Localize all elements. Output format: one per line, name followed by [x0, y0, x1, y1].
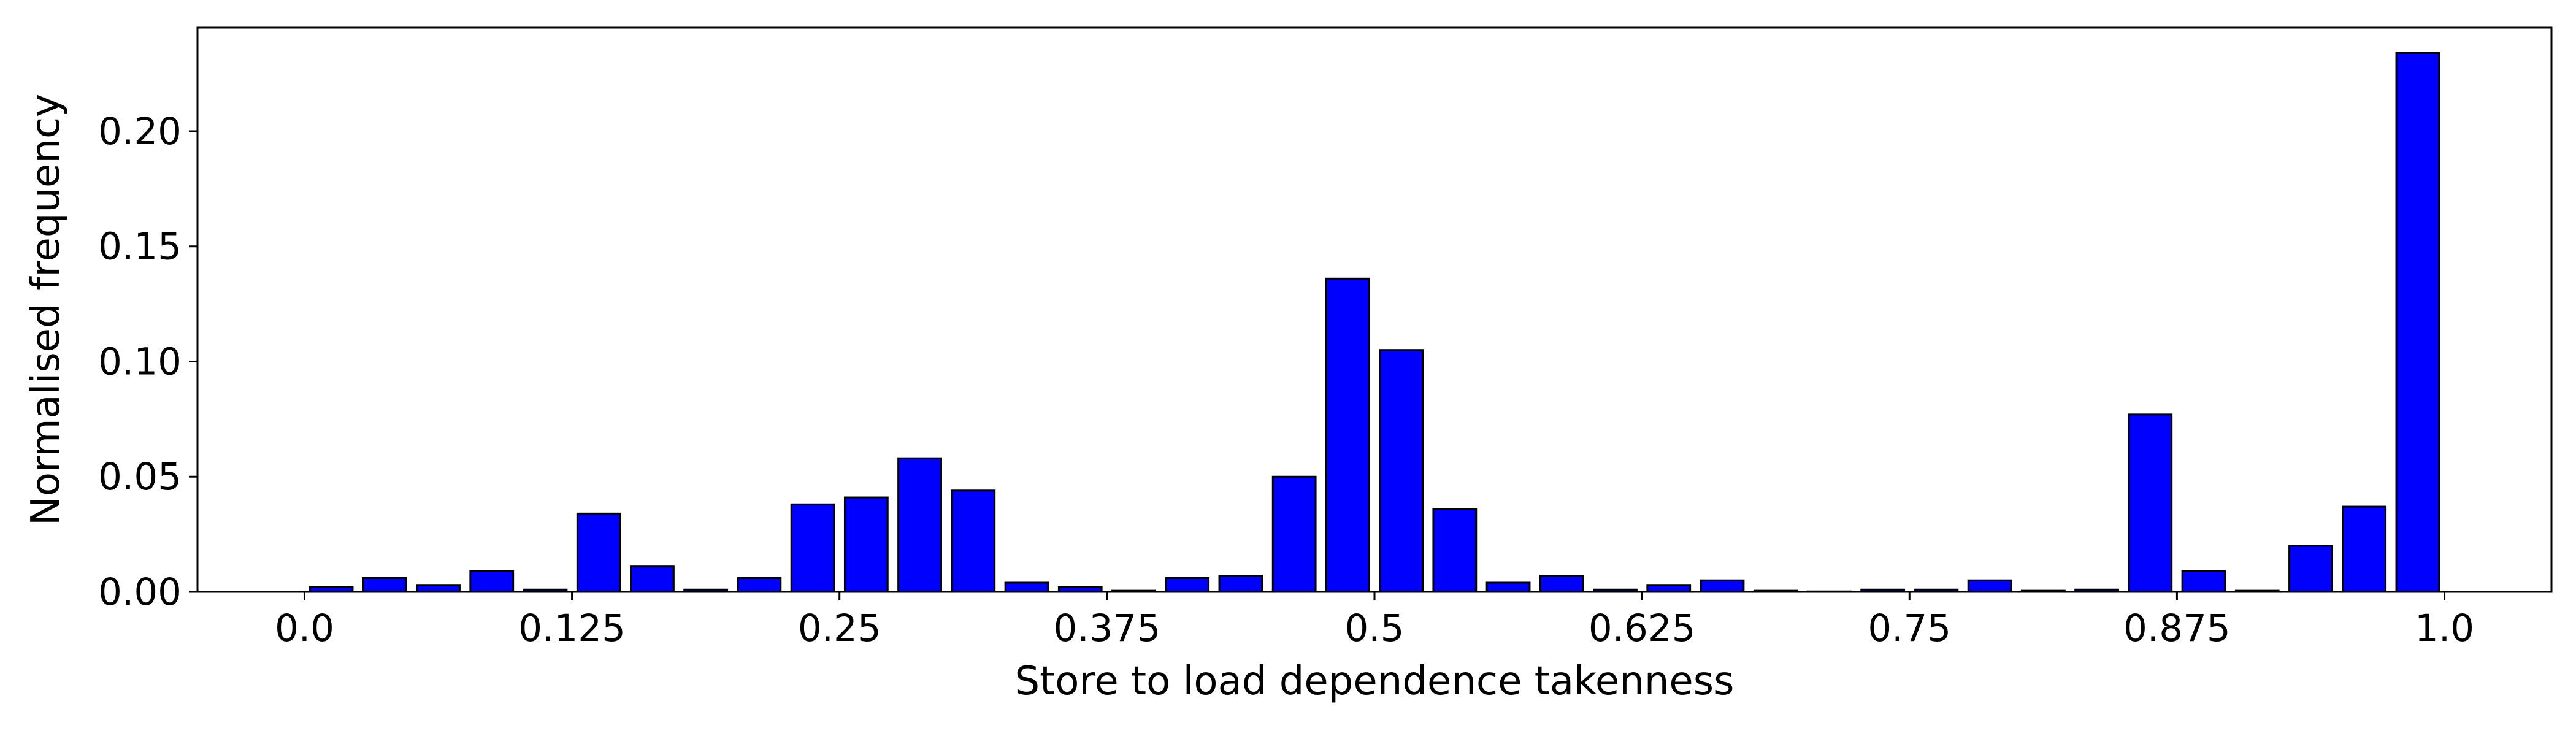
x-axis-title: Store to load dependence takenness: [1015, 659, 1735, 704]
bar-9: [790, 503, 835, 593]
plot-area-frame: [196, 26, 2553, 593]
x-tick-label-1: 0.125: [518, 607, 626, 650]
bar-19: [1325, 277, 1370, 593]
x-tick-label-2: 0.25: [798, 607, 881, 650]
y-tick-label-4: 0.20: [98, 110, 182, 153]
bar-12: [951, 489, 996, 593]
bar-34: [2128, 413, 2173, 593]
bar-25: [1646, 584, 1692, 593]
bar-18: [1271, 475, 1317, 593]
bar-35: [2181, 570, 2226, 593]
bar-3: [469, 570, 515, 593]
bar-37: [2288, 545, 2333, 593]
bar-38: [2342, 505, 2387, 593]
y-tick-label-1: 0.05: [98, 455, 182, 499]
x-axis: 0.0 0.125 0.25 0.375 0.5 0.625 0.75 0.875 1.0: [275, 592, 2474, 650]
x-tick-label-4: 0.5: [1344, 607, 1404, 650]
x-tick-label-6: 0.75: [1868, 607, 1951, 650]
y-axis: 0.00 0.05 0.10 0.15 0.20: [98, 110, 197, 614]
bar-31: [1967, 579, 2012, 593]
bar-11: [897, 457, 942, 593]
bar-39: [2395, 52, 2440, 593]
bar-17: [1218, 575, 1263, 593]
x-tick-label-8: 1.0: [2415, 607, 2474, 650]
bar-5: [576, 512, 621, 593]
bar-22: [1485, 581, 1531, 593]
bar-1: [362, 577, 407, 593]
y-axis-title: Normalised frequency: [23, 94, 69, 526]
bar-23: [1539, 575, 1584, 593]
bar-13: [1004, 581, 1049, 593]
bar-16: [1165, 577, 1210, 593]
bar-26: [1700, 579, 1745, 593]
x-tick-label-5: 0.625: [1589, 607, 1696, 650]
bar-10: [843, 496, 889, 593]
bars-group: [309, 52, 2440, 593]
bar-21: [1432, 508, 1478, 593]
bar-20: [1379, 349, 1424, 593]
bar-2: [416, 584, 461, 593]
x-tick-label-7: 0.875: [2123, 607, 2231, 650]
bar-8: [737, 577, 782, 593]
y-tick-label-3: 0.15: [98, 225, 182, 269]
x-tick-label-0: 0.0: [275, 607, 334, 650]
y-tick-label-0: 0.00: [98, 570, 182, 614]
bar-6: [630, 565, 675, 593]
x-tick-label-3: 0.375: [1054, 607, 1161, 650]
y-tick-label-2: 0.10: [98, 340, 182, 383]
